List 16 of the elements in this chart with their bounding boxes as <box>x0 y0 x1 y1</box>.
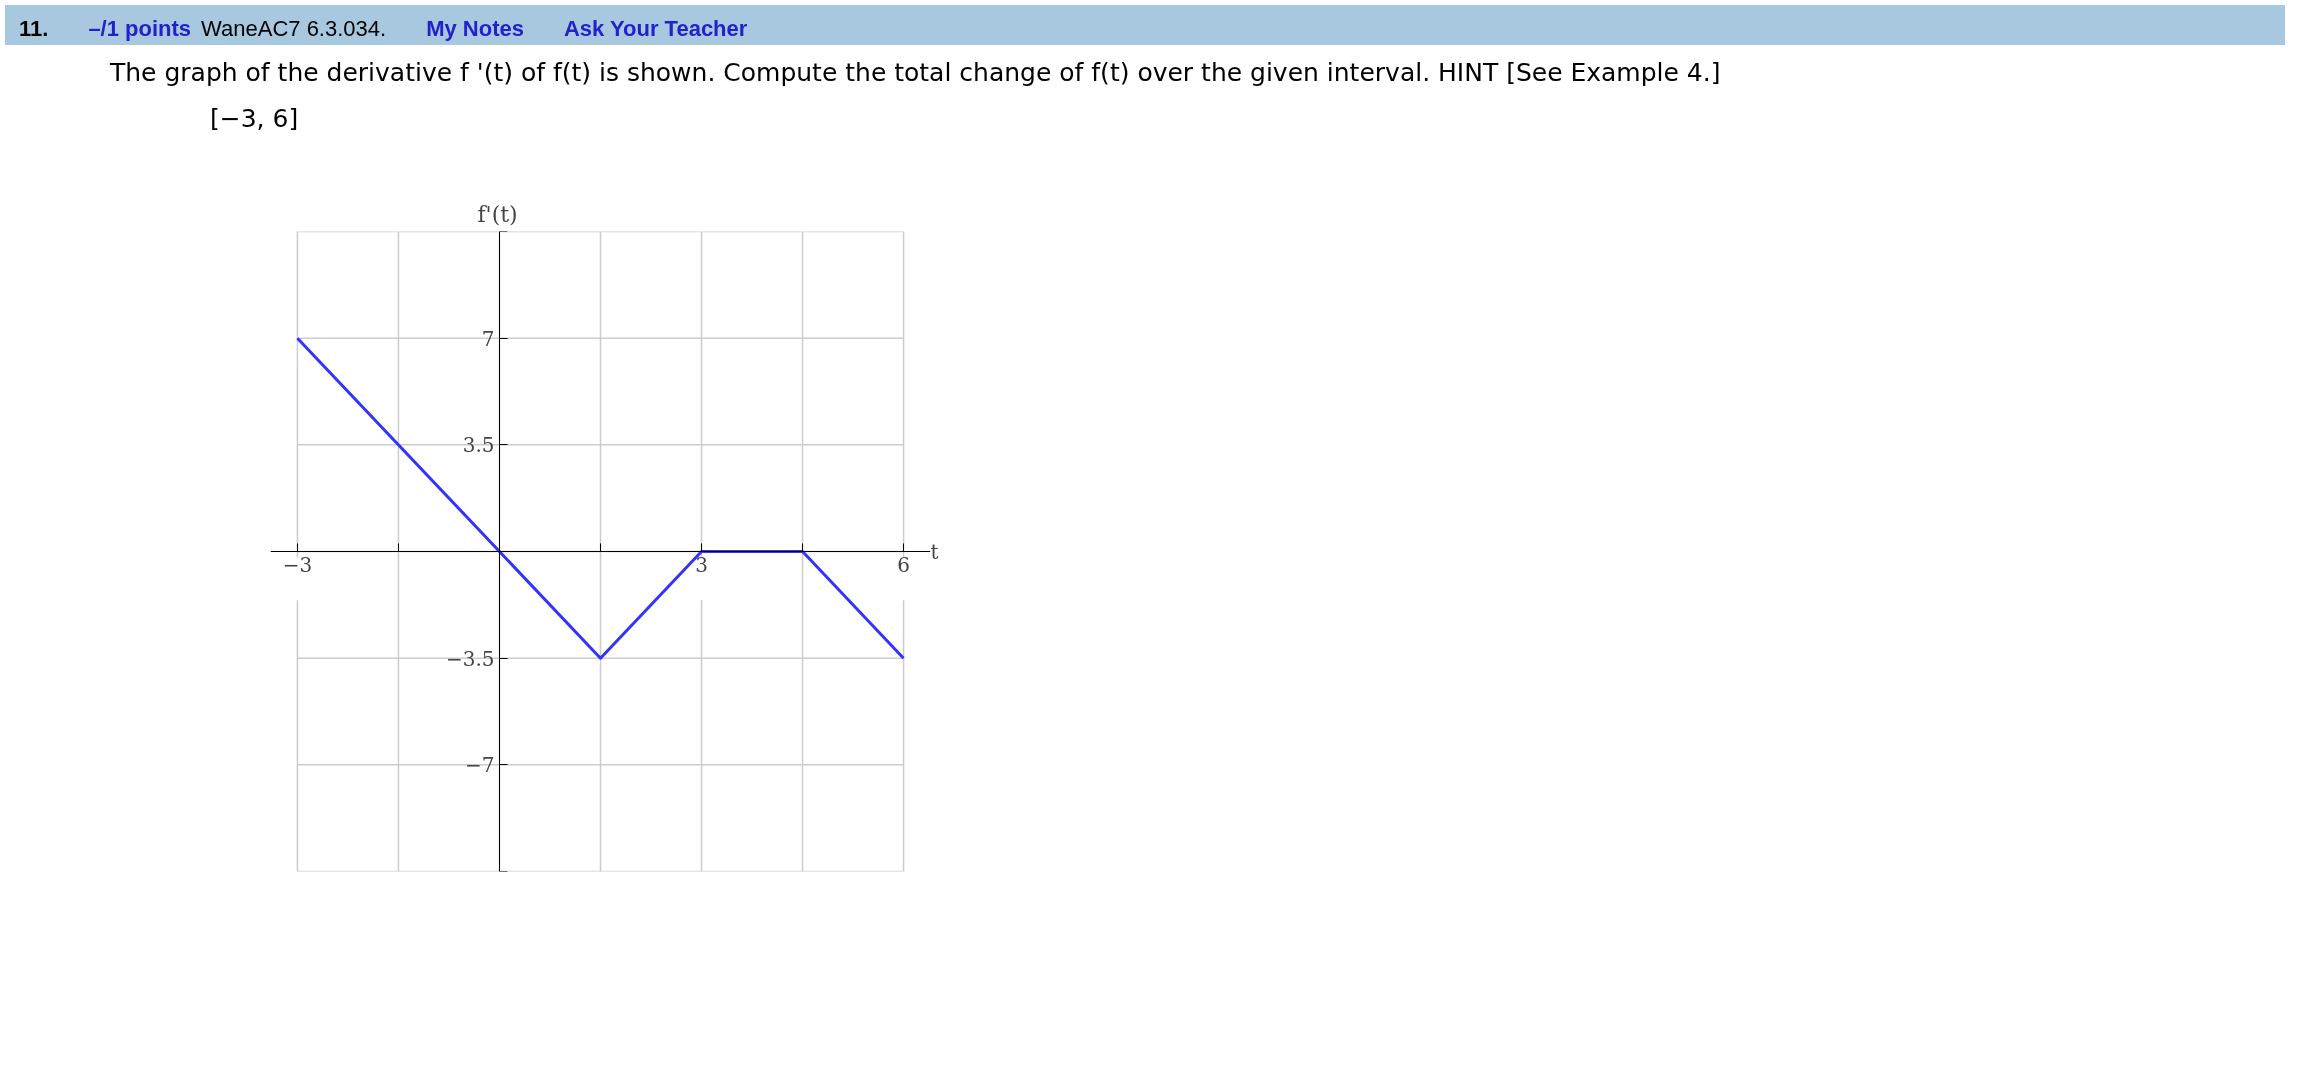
y-tick-label: −3.5 <box>445 647 495 672</box>
x-tick-label: 6 <box>897 552 910 577</box>
chart-title: The graph of the derivative f '(t) of f(t) is shown. Compute the total change of f(t) over the given interval. HINT [See Example 4.] <box>110 57 1721 89</box>
x-tick-label: −3 <box>282 552 313 577</box>
y-tick-label: 7 <box>481 327 495 352</box>
chart-subtitle: [−3, 6] <box>210 102 299 135</box>
text: –/1 points <box>88 16 192 41</box>
x-axis-title: t <box>930 539 939 564</box>
y-tick-label: 3.5 <box>462 433 495 458</box>
text: 11. <box>19 16 49 41</box>
text: Ask Your Teacher <box>563 16 748 41</box>
y-tick-label: −7 <box>465 753 495 778</box>
text: My Notes <box>426 16 524 41</box>
text: WaneAC7 6.3.034. <box>201 16 387 41</box>
y-axis-title: f'(t) <box>477 201 518 227</box>
x-tick-label: 3 <box>695 552 708 577</box>
